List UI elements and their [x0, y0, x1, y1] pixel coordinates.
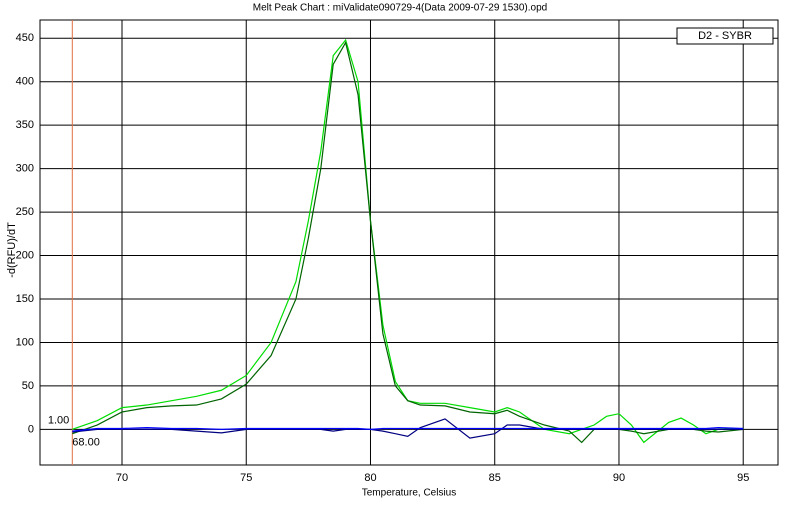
series-line — [72, 38, 744, 444]
y-tick-label: 450 — [16, 32, 34, 44]
x-tick-label: 70 — [116, 472, 128, 484]
y-tick-label: 400 — [16, 76, 34, 88]
x-tick-label: 95 — [737, 472, 749, 484]
y-tick-label: 50 — [22, 380, 34, 392]
y-tick-label: 300 — [16, 163, 34, 175]
y-tick-label: 150 — [16, 293, 34, 305]
x-tick-label: 90 — [613, 472, 625, 484]
chart-title: Melt Peak Chart : miValidate090729-4(Dat… — [253, 3, 547, 14]
marker-y-label: 1.00 — [48, 414, 69, 426]
y-tick-label: 200 — [16, 249, 34, 261]
plot-border — [39, 19, 779, 466]
y-tick-label: 250 — [16, 206, 34, 218]
legend-label: D2 - SYBR — [698, 30, 752, 42]
series-line — [72, 418, 744, 439]
x-tick-label: 75 — [240, 472, 252, 484]
marker-x-label: 68.00 — [72, 436, 100, 448]
x-tick-label: 80 — [364, 472, 376, 484]
legend-box — [676, 27, 774, 45]
y-axis-label: -d(RFU)/dT — [6, 222, 18, 278]
y-tick-label: 0 — [28, 423, 34, 435]
x-tick-label: 85 — [489, 472, 501, 484]
series-line — [72, 427, 744, 432]
x-axis-label: Temperature, Celsius — [362, 488, 456, 499]
y-tick-label: 350 — [16, 119, 34, 131]
y-tick-label: 100 — [16, 336, 34, 348]
series-line — [72, 40, 744, 444]
